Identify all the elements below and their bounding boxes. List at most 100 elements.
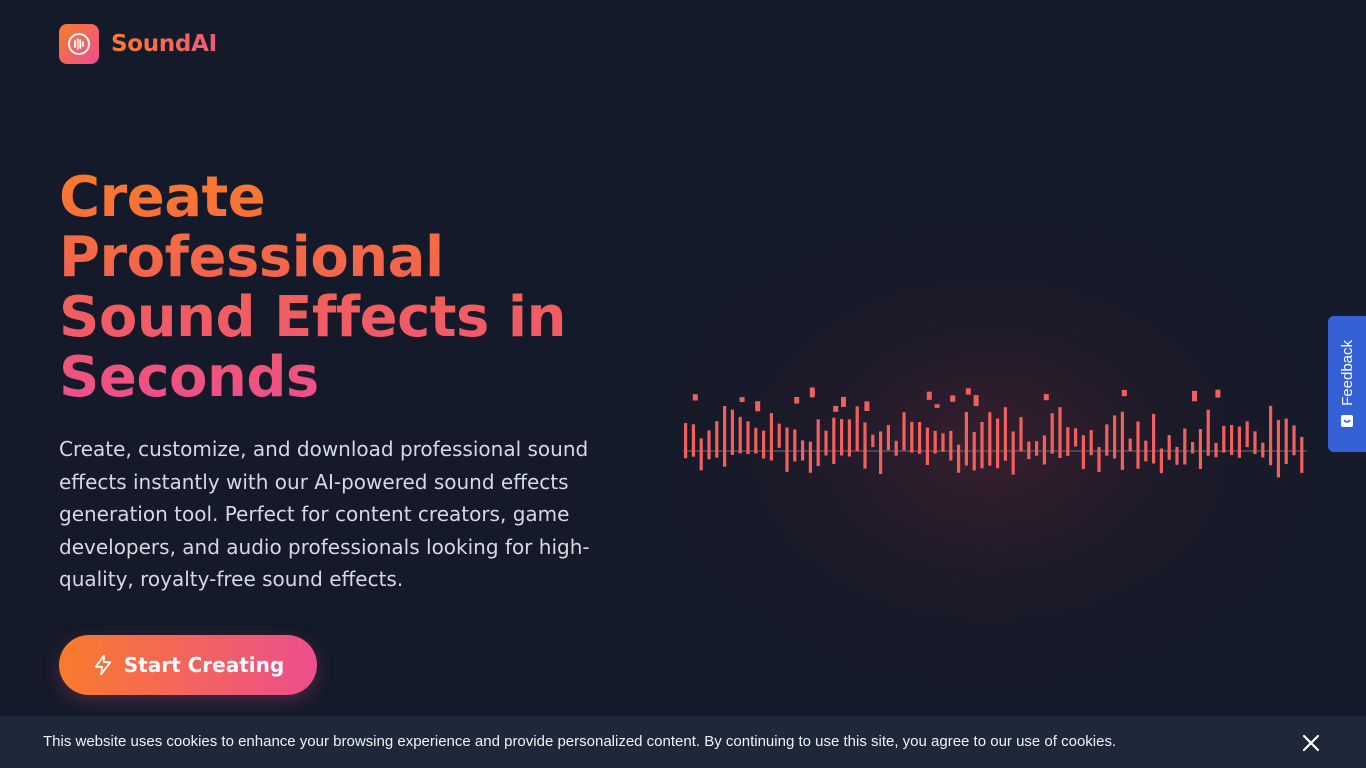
waveform-peak (1043, 394, 1049, 401)
hero-description: Create, customize, and download professi… (59, 437, 590, 591)
waveform-bar (1089, 430, 1093, 456)
waveform-bar (996, 418, 1000, 469)
waveform-peak (864, 401, 870, 411)
sound-wave-icon (59, 24, 99, 64)
waveform-peak (1121, 389, 1127, 397)
waveform-bar (816, 419, 820, 467)
waveform-bar (1269, 405, 1273, 466)
waveform-peak (934, 404, 940, 408)
waveform-bar (1152, 413, 1156, 464)
waveform-bar (1191, 442, 1195, 454)
waveform-bar (762, 430, 766, 459)
waveform-bar (1198, 429, 1202, 469)
waveform-bar (1120, 411, 1124, 470)
waveform-bar (894, 440, 898, 456)
waveform-bar (847, 419, 851, 457)
waveform-bar (1003, 407, 1007, 461)
waveform-bar (964, 412, 968, 466)
waveform-bar (1136, 421, 1140, 469)
waveform-bar (1245, 421, 1249, 448)
feedback-icon (1341, 414, 1353, 427)
waveform-bar (738, 416, 742, 454)
waveform-bar (980, 422, 984, 469)
waveform-bar (1175, 446, 1179, 465)
waveform-peak (755, 401, 761, 412)
waveform-bar (1144, 440, 1148, 462)
waveform-bar (801, 440, 805, 461)
waveform-peak (965, 388, 971, 395)
logo[interactable]: SoundAI (59, 24, 217, 64)
waveform-bar (1206, 409, 1210, 456)
waveform-bar (754, 427, 758, 454)
waveform-bar (1300, 437, 1304, 473)
feedback-label: Feedback (1338, 340, 1356, 406)
waveform-bar (941, 433, 945, 452)
waveform-bar (988, 412, 992, 466)
waveform-peak (926, 391, 932, 400)
waveform-peak (1192, 390, 1197, 402)
waveform-bar (910, 421, 914, 453)
waveform-bar (1214, 442, 1218, 458)
waveform-bar (684, 423, 688, 459)
feedback-tab[interactable]: Feedback (1328, 316, 1366, 452)
waveform-bar (1253, 431, 1257, 454)
waveform-bar (925, 427, 929, 465)
waveform-bar (1222, 425, 1226, 453)
waveform-bar (1035, 441, 1039, 456)
waveform-bar (871, 434, 875, 448)
waveform-bar (957, 444, 961, 473)
waveform-bar (1042, 435, 1046, 465)
waveform-bar (949, 430, 953, 461)
waveform-bar (777, 423, 781, 448)
waveform-bar (1159, 448, 1163, 474)
waveform-bar (832, 417, 836, 464)
waveform-bar (1276, 419, 1280, 478)
waveform-bar (840, 419, 844, 456)
waveform-bar (1261, 442, 1265, 458)
waveform-visualization (683, 387, 1307, 478)
waveform-peak (739, 397, 745, 402)
cookie-message: This website uses cookies to enhance you… (43, 733, 1117, 750)
waveform-bar (723, 406, 727, 467)
brand-name: SoundAI (111, 31, 217, 57)
waveform-bar (1284, 418, 1288, 465)
waveform-bar (863, 422, 867, 469)
waveform-bar (1183, 428, 1187, 465)
waveform-bar (746, 421, 750, 455)
waveform-bar (1097, 447, 1101, 472)
waveform-bar (769, 413, 773, 461)
waveform-bar (785, 427, 789, 472)
waveform-bar (1167, 435, 1171, 460)
waveform-peak (794, 397, 800, 404)
close-icon[interactable] (1300, 732, 1322, 754)
waveform-bar (972, 432, 976, 471)
waveform-bar (707, 430, 711, 460)
waveform-bar (1081, 435, 1085, 470)
waveform-peak (809, 387, 815, 398)
waveform-bar (1058, 407, 1062, 458)
waveform-bar (808, 441, 812, 473)
start-creating-button[interactable]: Start Creating (59, 635, 317, 695)
waveform-bar (699, 438, 703, 471)
lightning-icon (94, 654, 112, 676)
waveform-bar (1019, 417, 1023, 452)
waveform-bar (1237, 426, 1241, 458)
waveform-bar (1011, 431, 1015, 475)
waveform-bar (1027, 441, 1031, 460)
waveform-bar (855, 406, 859, 451)
waveform-bar (1292, 425, 1296, 456)
waveform-peak (841, 396, 846, 407)
waveform-bar (933, 430, 937, 454)
waveform-bar (902, 412, 906, 451)
waveform-bar (918, 422, 922, 454)
cookie-banner: This website uses cookies to enhance you… (0, 716, 1366, 768)
waveform-peak (692, 394, 698, 401)
waveform-bar (1105, 424, 1109, 456)
waveform-bar (1230, 425, 1234, 455)
waveform-bar (879, 431, 883, 474)
waveform-bar (886, 425, 890, 451)
waveform-bar (1128, 438, 1132, 452)
waveform-bar (691, 424, 695, 457)
start-creating-label: Start Creating (123, 653, 285, 677)
hero-title: Create Professional Sound Effects in Sec… (59, 168, 639, 408)
